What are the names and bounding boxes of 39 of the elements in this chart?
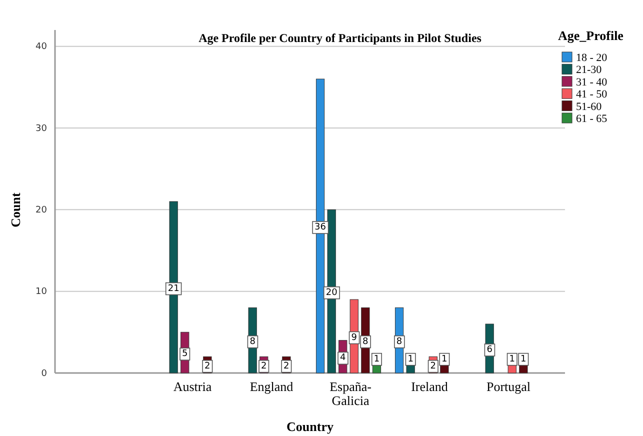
legend-label: 41 - 50 (576, 88, 608, 101)
chart-title: Age Profile per Country of Participants in Pilot Studies (198, 31, 482, 45)
legend-label: 51-60 (576, 100, 602, 113)
legend-label: 31 - 40 (576, 76, 608, 88)
x-tick-label: Ireland (411, 379, 448, 394)
y-tick-label: 20 (36, 206, 48, 216)
data-label: 1 (374, 354, 380, 364)
y-tick-label: 30 (36, 124, 48, 134)
data-label: 4 (340, 353, 346, 364)
data-label: 21 (168, 284, 180, 294)
x-tick-label: Portugal (486, 379, 531, 394)
data-label: 9 (351, 332, 358, 343)
data-label: 5 (182, 349, 188, 360)
data-label: 8 (362, 336, 369, 347)
y-axis-title: Count (8, 192, 23, 228)
y-tick-label: 0 (41, 368, 48, 379)
data-label: 8 (396, 336, 402, 347)
data-label: 2 (284, 361, 290, 372)
data-label: 2 (430, 361, 436, 372)
data-label: 1 (520, 354, 526, 364)
x-tick-label: Austria (173, 379, 212, 394)
legend-title: Age_Profile (558, 28, 624, 43)
legend-label: 18 - 20 (576, 52, 608, 64)
legend-label: 61 - 65 (576, 113, 608, 125)
data-label: 6 (486, 345, 493, 355)
data-label: 2 (204, 361, 210, 372)
x-tick-label: España-Galicia (330, 379, 372, 408)
x-axis-title: Country (286, 419, 334, 434)
data-label: 20 (326, 288, 338, 298)
y-tick-label: 40 (36, 42, 48, 52)
data-label: 2 (260, 361, 267, 372)
data-label: 1 (442, 354, 448, 364)
data-label: 36 (314, 222, 326, 232)
legend-label: 21-30 (576, 64, 602, 76)
data-label: 8 (250, 336, 256, 347)
data-label: 1 (408, 354, 414, 364)
data-label: 1 (509, 354, 516, 364)
y-tick-label: 10 (36, 287, 48, 298)
x-tick-label: England (250, 379, 294, 394)
